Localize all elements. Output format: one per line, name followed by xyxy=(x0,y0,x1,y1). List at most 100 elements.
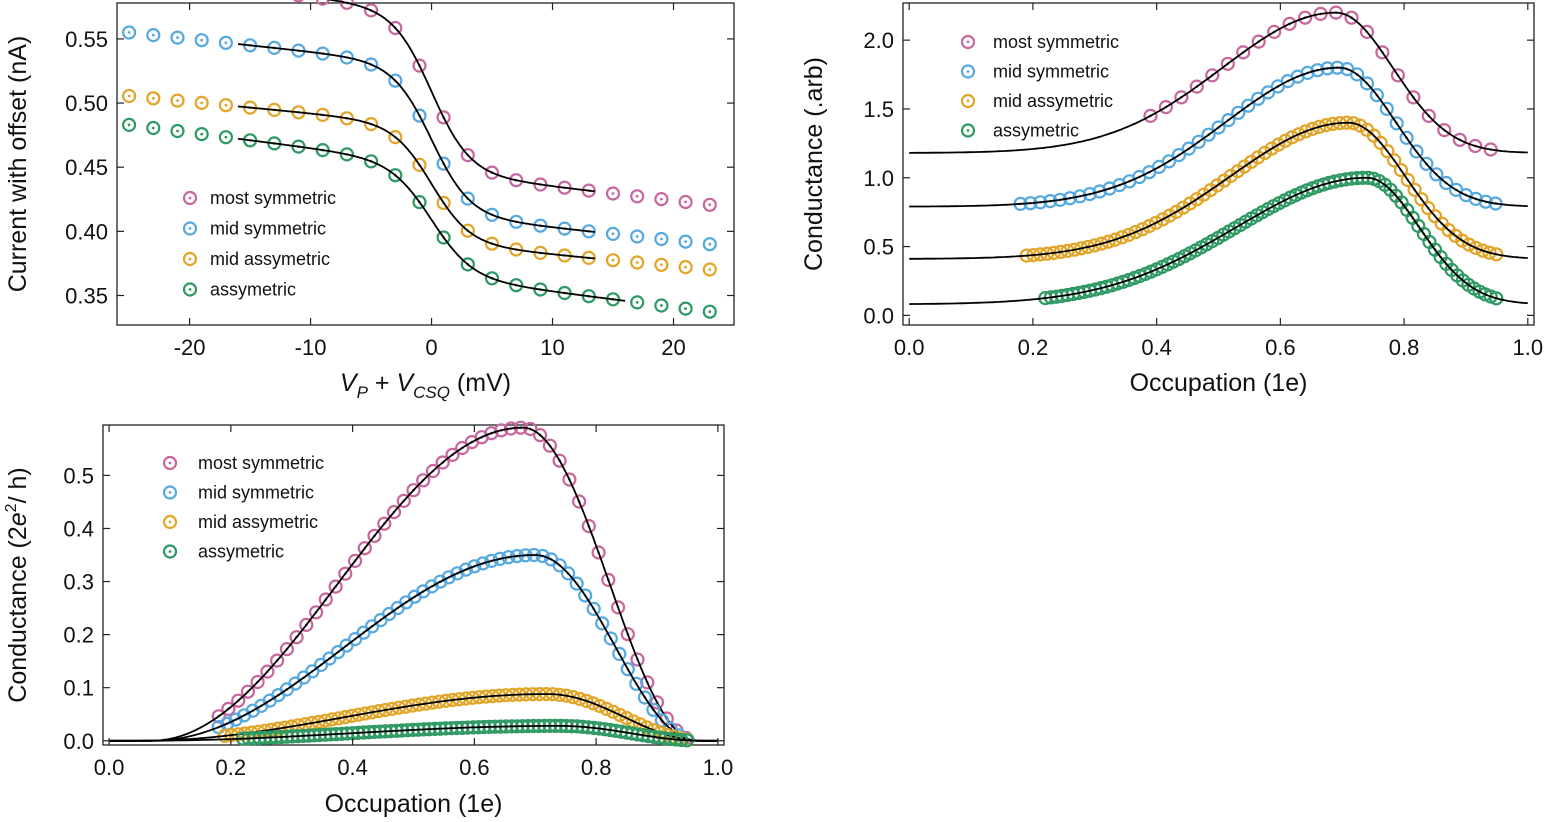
legend-label: most symmetric xyxy=(210,188,336,208)
x-tick-label: 0.0 xyxy=(894,335,925,360)
y-tick-label: 0.45 xyxy=(65,155,108,180)
y-tick-label: 0.50 xyxy=(65,91,108,116)
legend-label: mid assymetric xyxy=(210,249,330,269)
y-tick-label: 0.55 xyxy=(65,27,108,52)
legend-marker xyxy=(162,514,178,530)
x-axis-label: Occupation (1e) xyxy=(325,790,503,818)
y-axis-label: Conductance (.arb) xyxy=(800,57,828,271)
legend-item: most symmetric xyxy=(162,453,324,473)
axis-ticks: 0.0 0.2 0.4 0.6 0.8 1.0 0.0 0.5 1.0 1.5 2.0 xyxy=(863,3,1543,360)
data-point xyxy=(654,298,669,313)
fit-line xyxy=(109,554,718,742)
data-point xyxy=(630,255,645,270)
data-point xyxy=(702,262,717,277)
x-tick-label: 0.6 xyxy=(459,755,490,780)
legend-item: assymetric xyxy=(182,280,296,300)
legend-marker xyxy=(960,34,976,50)
legend-label: mid assymetric xyxy=(198,512,318,532)
data-marks xyxy=(122,0,717,319)
x-tick-label: 0.6 xyxy=(1265,335,1296,360)
data-point xyxy=(702,237,717,252)
data-point xyxy=(122,88,137,104)
y-tick-label: 0.0 xyxy=(863,303,894,328)
x-tick-label: 1.0 xyxy=(703,755,734,780)
data-point xyxy=(630,229,645,244)
data-point xyxy=(654,257,669,272)
y-tick-label: 0.35 xyxy=(65,283,108,308)
legend-item: mid assymetric xyxy=(182,249,330,269)
conductance-arb-chart: 0.0 0.2 0.4 0.6 0.8 1.0 0.0 0.5 1.0 1.5 2.0 Occupa… xyxy=(800,2,1543,397)
x-tick-label: 20 xyxy=(661,335,685,360)
data-point xyxy=(293,0,304,3)
data-point xyxy=(194,95,209,111)
axis-ticks: -20 -10 0 10 20 0.35 0.40 0.45 0.50 0.55 xyxy=(65,3,734,360)
data-point xyxy=(654,192,669,207)
data-point xyxy=(194,33,209,48)
x-tick-label: 0 xyxy=(425,335,437,360)
series-mid-assymetric xyxy=(122,88,717,277)
data-point xyxy=(170,123,185,139)
fit-line xyxy=(909,66,1528,208)
legend-marker xyxy=(162,455,178,471)
y-tick-label: 0.2 xyxy=(63,623,94,648)
legend-label: most symmetric xyxy=(993,32,1119,52)
x-tick-label: 10 xyxy=(540,335,564,360)
data-point xyxy=(605,186,621,201)
y-tick-label: 1.5 xyxy=(863,97,894,122)
series-most-symmetric xyxy=(293,0,717,212)
data-point xyxy=(122,117,137,133)
fit-line xyxy=(909,121,1528,260)
legend-marker xyxy=(960,64,976,79)
legend-item: most symmetric xyxy=(182,188,336,208)
data-point xyxy=(146,27,161,43)
legend: most symmetric mid symmetric mid assymetri… xyxy=(162,453,324,562)
data-point xyxy=(702,304,717,319)
legend-marker xyxy=(960,123,976,138)
plot-frame xyxy=(116,2,735,326)
legend-label: mid symmetric xyxy=(210,219,326,239)
legend-marker xyxy=(182,221,198,236)
legend-label: most symmetric xyxy=(198,453,324,473)
legend-marker xyxy=(162,544,178,559)
data-point xyxy=(218,130,233,145)
data-point xyxy=(122,25,137,40)
fit-line xyxy=(326,0,596,193)
plot-frame xyxy=(102,424,725,746)
legend-label: assymetric xyxy=(993,121,1079,141)
legend-label: mid assymetric xyxy=(993,91,1113,111)
data-point xyxy=(194,127,209,142)
data-point xyxy=(678,194,693,210)
legend-marker xyxy=(182,251,198,267)
fit-line xyxy=(237,137,626,302)
x-tick-label: 0.8 xyxy=(581,755,612,780)
x-tick-label: 0.4 xyxy=(1141,335,1172,360)
y-tick-label: 0.0 xyxy=(63,729,94,754)
fit-line xyxy=(909,11,1528,154)
series-most-symmetric xyxy=(1143,5,1498,157)
axis-ticks: 0.0 0.2 0.4 0.6 0.8 1.0 0.0 0.1 0.2 0.3 0.4 0.5 xyxy=(63,425,733,780)
fit-line xyxy=(909,176,1528,305)
data-point xyxy=(678,260,693,275)
data-point xyxy=(630,189,645,204)
legend-marker xyxy=(182,190,198,206)
data-point xyxy=(218,35,233,50)
legend-item: assymetric xyxy=(960,121,1079,141)
x-tick-label: 0.2 xyxy=(216,755,247,780)
legend-item: mid assymetric xyxy=(960,91,1113,111)
legend: most symmetric mid symmetric mid assymetri… xyxy=(960,32,1119,141)
x-tick-label: 0.0 xyxy=(94,755,125,780)
legend-label: assymetric xyxy=(198,542,284,562)
fit-line xyxy=(237,43,596,233)
y-tick-label: 0.1 xyxy=(63,676,94,701)
legend-item: mid assymetric xyxy=(162,512,318,532)
data-point xyxy=(605,226,621,241)
fit-line xyxy=(109,693,718,742)
x-axis-label: Occupation (1e) xyxy=(1130,369,1308,397)
data-point xyxy=(605,253,621,268)
y-tick-label: 0.5 xyxy=(63,463,94,488)
data-point xyxy=(146,91,161,106)
fit-line xyxy=(109,725,718,742)
x-tick-label: -20 xyxy=(174,335,206,360)
legend-marker xyxy=(162,485,178,500)
